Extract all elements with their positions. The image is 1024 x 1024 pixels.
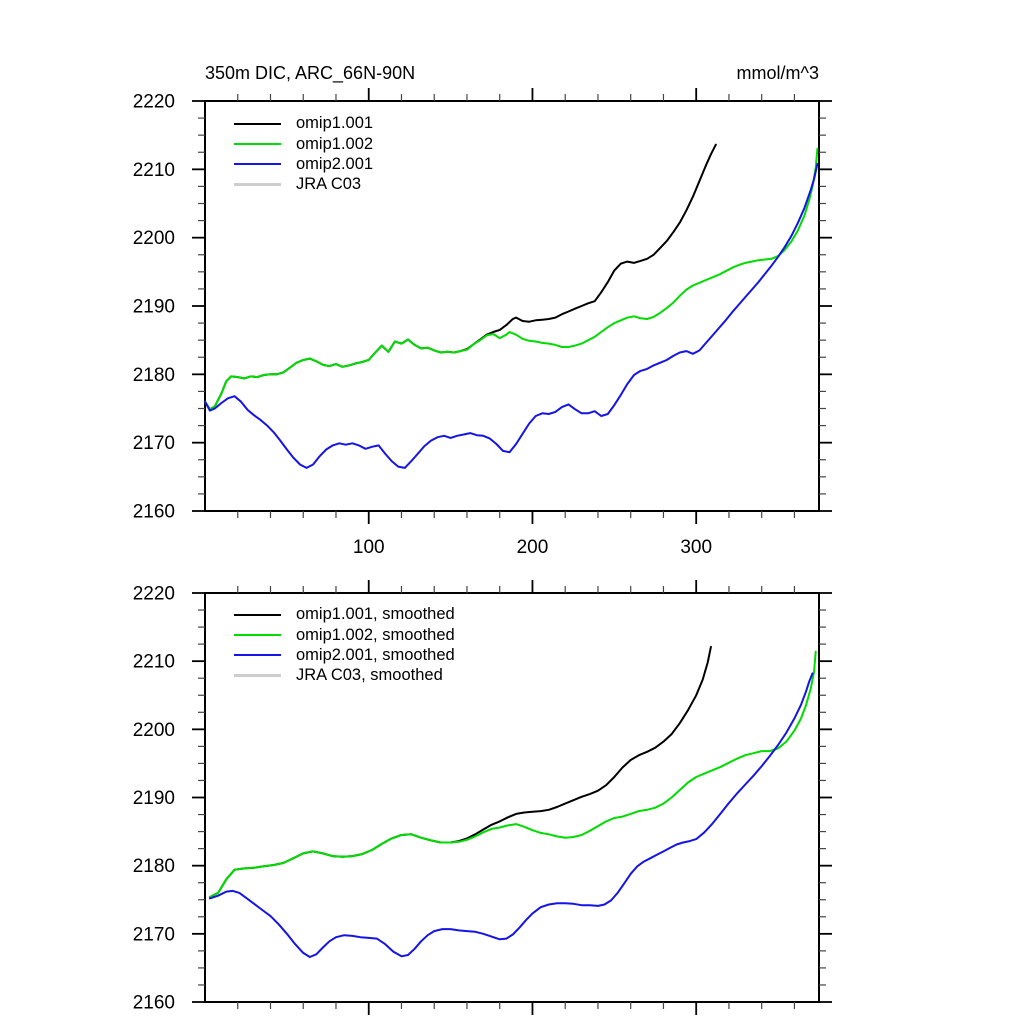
legend-label: omip1.002, smoothed xyxy=(296,625,455,644)
legend-item: omip1.001, smoothed xyxy=(234,605,455,625)
y-tick-label: 2180 xyxy=(133,365,175,386)
y-tick-label: 2160 xyxy=(133,502,175,523)
legend-item: omip1.002, smoothed xyxy=(234,625,455,645)
legend-label: omip1.001 xyxy=(296,114,374,133)
legend-item: omip2.001, smoothed xyxy=(234,645,455,665)
y-tick-label: 2190 xyxy=(133,788,175,809)
legend-line-swatch xyxy=(234,613,281,616)
legend-label: JRA C03, smoothed xyxy=(296,666,443,685)
y-tick-label: 2210 xyxy=(133,160,175,181)
legend-item: JRA C03 xyxy=(234,174,373,194)
legend-line-swatch xyxy=(234,142,281,146)
y-tick-label: 2160 xyxy=(133,993,175,1014)
legend-line-swatch xyxy=(234,122,281,125)
legend-line-swatch xyxy=(234,633,281,637)
series-line-omip2-001-smoothed xyxy=(208,672,814,958)
x-tick-label: 100 xyxy=(353,537,385,558)
series-line-omip1-002-smoothed xyxy=(208,650,817,898)
units-label: mmol/m^3 xyxy=(736,63,819,83)
legend-label: omip2.001, smoothed xyxy=(296,645,455,664)
legend-label: omip2.001 xyxy=(296,154,374,173)
y-tick-label: 2180 xyxy=(133,856,175,877)
x-tick-label: 300 xyxy=(680,537,712,558)
series-line-omip1-002 xyxy=(204,147,819,411)
legend-item: omip2.001 xyxy=(234,154,373,174)
plot-title: 350m DIC, ARC_66N-90N xyxy=(205,63,416,83)
y-tick-label: 2220 xyxy=(133,92,175,113)
y-tick-label: 2190 xyxy=(133,297,175,318)
legend-line-swatch xyxy=(234,674,281,677)
legend-label: JRA C03 xyxy=(296,175,362,194)
y-tick-label: 2220 xyxy=(133,584,175,605)
legend-item: omip1.001 xyxy=(234,114,373,134)
y-tick-label: 2210 xyxy=(133,652,175,673)
legend-item: omip1.002 xyxy=(234,134,373,154)
legend-line-swatch xyxy=(234,183,281,186)
legend-line-swatch xyxy=(234,163,281,166)
x-tick-label: 200 xyxy=(517,537,549,558)
legend-label: omip1.002 xyxy=(296,134,374,153)
legend-panel2: omip1.001, smoothed omip1.002, smoothed … xyxy=(234,605,455,686)
y-tick-label: 2200 xyxy=(133,720,175,741)
y-tick-label: 2170 xyxy=(133,924,175,945)
legend-item: JRA C03, smoothed xyxy=(234,665,455,685)
legend-line-swatch xyxy=(234,654,281,657)
y-tick-label: 2170 xyxy=(133,433,175,454)
legend-panel1: omip1.001 omip1.002 omip2.001 JRA C03 xyxy=(234,114,373,195)
legend-label: omip1.001, smoothed xyxy=(296,605,455,624)
y-tick-label: 2200 xyxy=(133,228,175,249)
series-line-omip2-001 xyxy=(204,162,819,469)
